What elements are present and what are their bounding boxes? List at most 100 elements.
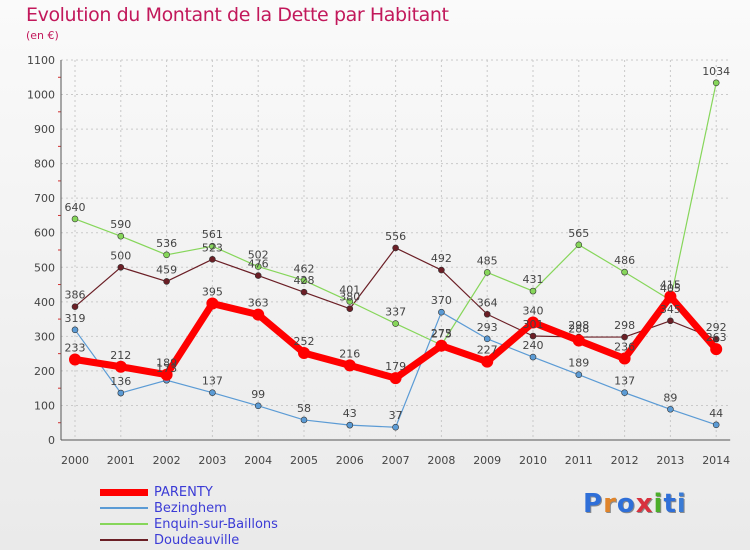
x-tick-label: 2008 [427, 454, 455, 467]
data-point [435, 339, 448, 352]
legend-swatch [100, 488, 148, 496]
data-point [621, 268, 628, 276]
data-label: 415 [660, 279, 681, 292]
x-tick-label: 2006 [336, 454, 364, 467]
data-point [346, 298, 354, 305]
data-label: 273 [431, 328, 452, 341]
x-tick-label: 2004 [244, 454, 272, 467]
data-label: 263 [706, 331, 727, 344]
data-point [529, 353, 537, 361]
data-label: 233 [65, 342, 86, 355]
data-point [667, 317, 674, 325]
data-point [667, 405, 674, 413]
data-point [664, 290, 677, 303]
legend-item: Doudeauville [100, 532, 278, 548]
x-tick-label: 2013 [656, 454, 684, 467]
data-point [252, 308, 265, 321]
chart-legend: PARENTY Bezinghem Enquin-sur-Baillons Doude… [100, 484, 278, 548]
x-tick-label: 2001 [107, 454, 135, 467]
data-label: 462 [294, 262, 315, 275]
legend-label: PARENTY [154, 484, 213, 500]
data-label: 227 [477, 344, 498, 357]
y-tick-label: 1100 [27, 54, 55, 67]
data-point [529, 332, 537, 340]
logo-letter: P [583, 489, 604, 519]
chart-title: Evolution du Montant de la Dette par Hab… [26, 4, 449, 26]
data-label: 301 [523, 318, 544, 331]
data-label: 43 [343, 407, 357, 420]
data-label: 476 [248, 258, 269, 271]
logo-letter: o [616, 489, 636, 519]
data-label: 298 [614, 319, 635, 332]
data-label: 189 [568, 357, 589, 370]
data-point [300, 288, 308, 296]
data-point [483, 335, 491, 343]
legend-swatch [100, 523, 148, 525]
data-label: 485 [477, 254, 498, 267]
data-label: 431 [523, 273, 544, 286]
data-point [527, 316, 539, 329]
data-point [117, 389, 125, 397]
data-label: 459 [156, 263, 177, 276]
data-point [621, 389, 628, 396]
data-point [300, 277, 308, 284]
data-point [160, 368, 173, 381]
data-label: 275 [431, 327, 452, 340]
data-point [298, 346, 310, 359]
data-point [346, 421, 354, 429]
data-point [209, 256, 216, 263]
x-tick-label: 2012 [611, 454, 639, 467]
data-label: 236 [614, 340, 635, 353]
data-label: 640 [65, 201, 86, 214]
data-point [621, 333, 628, 341]
data-label: 345 [660, 303, 681, 316]
data-point [392, 244, 399, 252]
y-tick-label: 1000 [27, 89, 55, 102]
data-label: 89 [663, 391, 677, 404]
data-point [206, 297, 219, 310]
x-tick-label: 2002 [153, 454, 181, 467]
y-tick-label: 300 [34, 330, 55, 343]
data-label: 556 [385, 230, 406, 243]
data-point [712, 79, 720, 87]
data-label: 386 [65, 289, 86, 302]
x-tick-label: 2007 [382, 454, 410, 467]
data-point [712, 335, 720, 343]
proxiti-logo: Proxiti [583, 489, 687, 519]
data-point [483, 269, 491, 276]
data-label: 293 [477, 321, 498, 334]
data-label: 240 [523, 339, 544, 352]
data-point [209, 389, 216, 396]
y-tick-label: 400 [34, 296, 55, 309]
data-label: 173 [156, 362, 177, 375]
data-point [254, 272, 262, 279]
data-point [254, 402, 262, 410]
data-point [392, 423, 399, 431]
data-point [575, 241, 583, 249]
y-tick-label: 0 [48, 434, 55, 447]
data-point [114, 360, 127, 373]
data-label: 486 [614, 254, 635, 267]
data-point [300, 416, 308, 424]
data-label: 492 [431, 252, 452, 265]
data-label: 44 [709, 407, 723, 420]
y-tick-label: 100 [34, 399, 55, 412]
legend-swatch [100, 507, 148, 509]
data-label: 179 [385, 360, 406, 373]
data-label: 319 [65, 312, 86, 325]
data-label: 428 [294, 274, 315, 287]
chart-unit-label: (en €) [26, 29, 59, 42]
data-point [346, 305, 354, 313]
y-tick-label: 900 [34, 123, 55, 136]
data-label: 565 [568, 227, 589, 240]
data-point [71, 215, 79, 223]
x-tick-label: 2011 [565, 454, 593, 467]
y-tick-label: 500 [34, 261, 55, 274]
legend-item: Enquin-sur-Baillons [100, 516, 278, 532]
legend-label: Doudeauville [154, 532, 240, 548]
data-point [71, 303, 79, 310]
data-label: 298 [568, 319, 589, 332]
data-label: 536 [156, 237, 177, 250]
